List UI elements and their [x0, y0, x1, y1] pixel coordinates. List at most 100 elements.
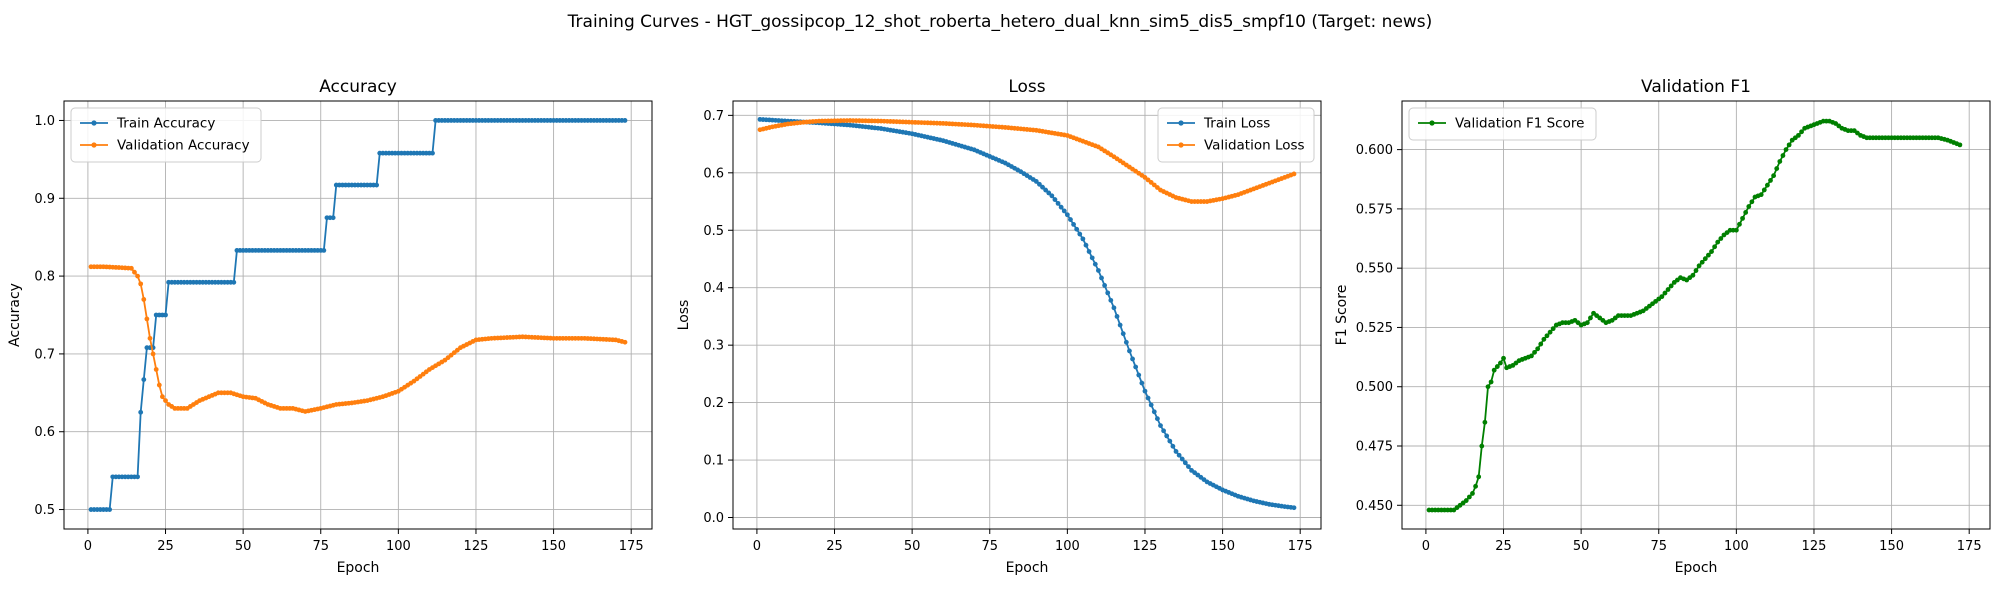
validation-f1-score-point [1796, 132, 1801, 138]
train-accuracy-point [430, 150, 435, 156]
train-accuracy-point [231, 279, 237, 285]
validation-f1-score-point [1780, 153, 1786, 158]
validation-accuracy-point [147, 335, 153, 341]
validation-f1-score-point [1696, 263, 1702, 269]
validation-accuracy-point [128, 265, 134, 271]
accuracy-panel: 0 25 50 75 100 125 150 175 0.5 0.6 0.7 0.8 0.9 1.0 Acc… [7, 77, 653, 576]
loss-y-axis-label: Loss [676, 300, 692, 331]
validation-f1-score-point [1765, 182, 1770, 188]
train-loss-point [1120, 331, 1126, 337]
train-loss-point [1102, 283, 1108, 288]
validation-f1-score-point [1479, 443, 1485, 449]
loss-panel-title: Loss [1008, 77, 1045, 97]
train-loss-point [1145, 395, 1151, 401]
train-loss-point [1117, 322, 1123, 328]
loss-y-tick-label: 0.6 [703, 166, 724, 181]
train-loss-point [1037, 181, 1042, 187]
loss-legend: Train Loss Validation Loss [1157, 107, 1315, 163]
validation-accuracy-point [156, 382, 162, 388]
train-loss-point [1182, 460, 1188, 466]
f1-x-tick-label: 175 [1957, 539, 1982, 554]
validation-f1-score-point [1494, 364, 1500, 369]
validation-f1-score-point [1733, 227, 1739, 233]
loss-y-tick-label: 0.4 [703, 281, 724, 296]
train-accuracy-point [141, 377, 147, 382]
accuracy-legend: Train Accuracy Validation Accuracy [70, 107, 262, 163]
validation-f1-score-point [1529, 353, 1534, 359]
f1-x-tick-label: 125 [1802, 539, 1827, 554]
train-accuracy-point [321, 248, 327, 253]
accuracy-y-tick-label: 0.6 [34, 425, 55, 440]
validation-f1-score-point [1482, 419, 1488, 425]
validation-f1-score-legend-label: Validation F1 Score [1455, 116, 1584, 132]
accuracy-x-tick-label: 125 [464, 539, 489, 554]
validation-f1-score-point [1488, 379, 1494, 385]
train-loss-point [1043, 187, 1049, 193]
validation-f1-score-line [1429, 120, 1961, 511]
train-loss-point [1086, 249, 1092, 254]
validation-f1-score-point [1749, 199, 1755, 205]
accuracy-legend-box [70, 107, 262, 163]
validation-f1-score-point [1466, 494, 1472, 500]
loss-legend-box [1157, 107, 1315, 163]
validation-f1-score-point [1746, 204, 1752, 209]
validation-f1-score-point [1538, 341, 1544, 347]
validation-f1-score-point [1662, 290, 1668, 296]
accuracy-x-axis-label: Epoch [337, 560, 380, 576]
train-loss-point [1061, 208, 1067, 214]
f1-x-tick-label: 100 [1724, 539, 1749, 554]
accuracy-y-tick-label: 0.7 [34, 347, 55, 362]
train-accuracy-point [107, 507, 113, 512]
validation-f1-score-point [1957, 142, 1963, 148]
validation-f1-score-point [1743, 210, 1749, 215]
train-loss-point [1058, 204, 1064, 210]
validation-f1-score-point [1706, 252, 1711, 258]
train-loss-point [1161, 428, 1166, 434]
validation-accuracy-point [160, 394, 165, 400]
f1-y-tick-label: 0.525 [1356, 321, 1393, 336]
train-accuracy-point [374, 182, 380, 188]
validation-f1-score-legend-marker [1429, 120, 1435, 126]
validation-f1-score-point [1715, 239, 1721, 245]
validation-accuracy-point [150, 351, 156, 357]
validation-f1-score-point [1709, 249, 1714, 254]
validation-f1-score-point [1498, 360, 1503, 366]
accuracy-x-tick-label: 100 [386, 539, 411, 554]
validation-f1-score-point [1463, 498, 1469, 503]
train-accuracy-point [135, 474, 140, 480]
accuracy-x-tick-label: 175 [619, 539, 644, 554]
validation-f1-score-point [1547, 329, 1553, 335]
validation-f1-score-point [1758, 192, 1764, 198]
f1-y-tick-label: 0.575 [1356, 202, 1393, 217]
train-loss-point [1130, 356, 1135, 362]
accuracy-y-axis-label: Accuracy [7, 283, 23, 347]
train-accuracy-legend-marker [91, 120, 97, 126]
validation-f1-score-point [1535, 346, 1541, 352]
validation-f1-score-point [1470, 491, 1475, 496]
f1-x-tick-label: 75 [1650, 539, 1667, 554]
train-loss-point [1167, 438, 1173, 444]
train-loss-point [1089, 255, 1095, 261]
validation-loss-point [1291, 171, 1297, 177]
train-loss-point [1173, 449, 1179, 454]
validation-f1-score-point [1786, 142, 1792, 148]
validation-f1-score-point [1588, 315, 1593, 321]
validation-f1-score-point [1768, 178, 1773, 183]
accuracy-x-tick-label: 50 [235, 539, 252, 554]
validation-f1-score-point [1690, 272, 1696, 278]
train-loss-point [1040, 184, 1045, 190]
loss-y-tick-label: 0.2 [703, 396, 724, 411]
accuracy-x-tick-label: 0 [84, 539, 92, 554]
train-loss-legend-label: Train Loss [1203, 116, 1270, 132]
validation-f1-score-point [1501, 355, 1506, 361]
train-loss-point [1186, 464, 1191, 470]
validation-f1-panel: 0 25 50 75 100 125 150 175 0.450 0.475 0.500 0.525 0… [1334, 77, 1991, 576]
train-loss-point [1049, 193, 1055, 199]
loss-y-tick-label: 0.5 [703, 224, 724, 239]
loss-x-tick-label: 75 [981, 539, 998, 554]
loss-x-axis-label: Epoch [1006, 560, 1049, 576]
f1-panel-title: Validation F1 [1641, 77, 1751, 97]
train-loss-point [1154, 416, 1160, 422]
f1-x-tick-label: 25 [1495, 539, 1512, 554]
train-loss-point [1083, 242, 1089, 248]
